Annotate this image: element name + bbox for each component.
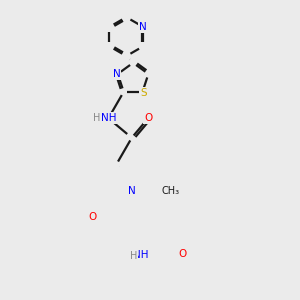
Text: O: O: [144, 113, 152, 123]
Text: S: S: [141, 88, 147, 98]
Text: NH: NH: [133, 250, 149, 260]
Text: O: O: [89, 212, 97, 222]
Text: NH: NH: [101, 113, 116, 123]
Text: CH₃: CH₃: [161, 185, 179, 196]
Text: N: N: [112, 69, 120, 79]
Text: O: O: [178, 249, 186, 259]
Text: N: N: [139, 22, 147, 32]
Text: H: H: [93, 113, 100, 123]
Text: H: H: [130, 251, 137, 261]
Text: N: N: [128, 185, 136, 196]
